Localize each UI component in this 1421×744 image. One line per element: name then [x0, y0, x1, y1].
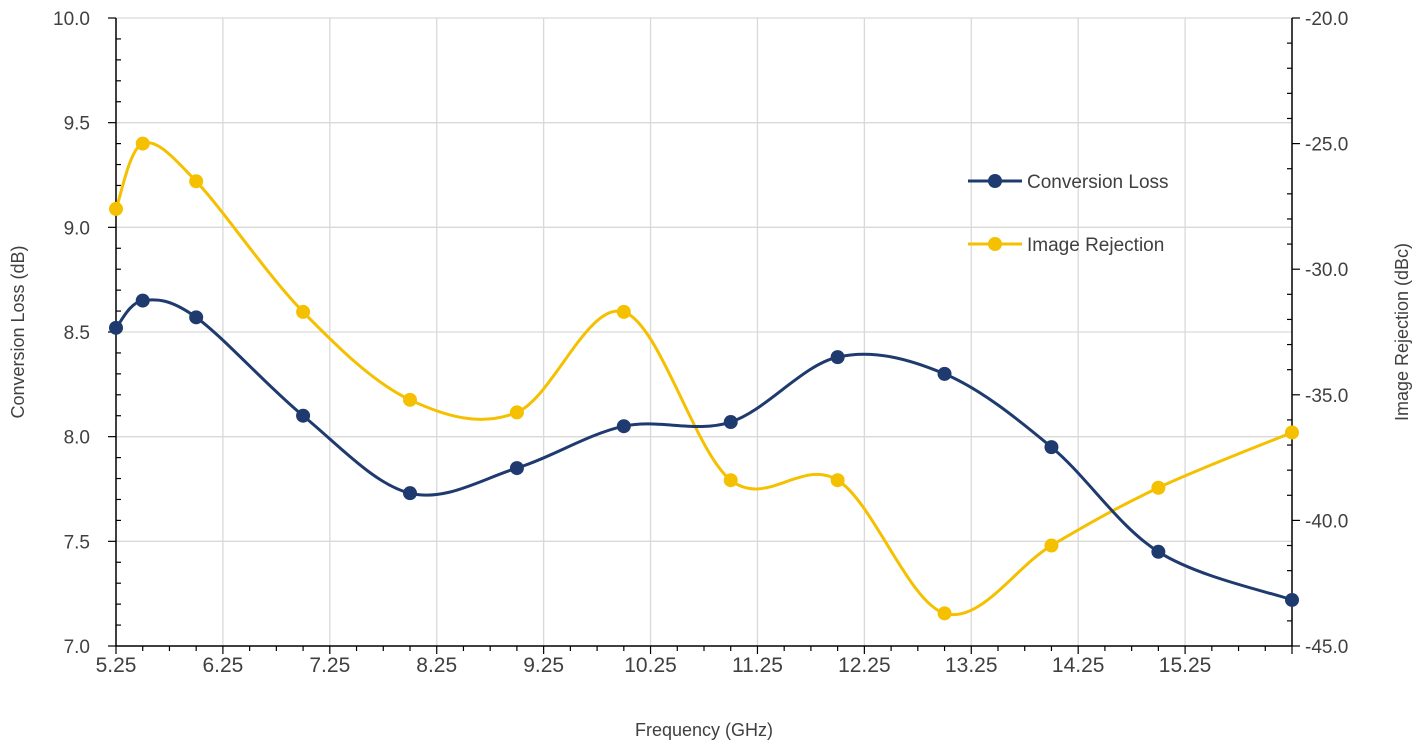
- conversion-loss-point: [616, 419, 631, 434]
- y-tick-label: 8.5: [64, 323, 90, 344]
- x-tick-label: 9.25: [523, 654, 564, 677]
- y2-tick-label: -40.0: [1305, 511, 1348, 532]
- legend-marker-conversion-loss: [988, 174, 1002, 188]
- y2-tick-label: -20.0: [1305, 9, 1348, 30]
- conversion-loss-point: [937, 366, 952, 381]
- conversion-loss-point: [109, 320, 123, 335]
- conversion-loss-point: [830, 350, 845, 365]
- image-rejection-point: [723, 473, 738, 488]
- y2-tick-label: -35.0: [1305, 386, 1348, 407]
- x-tick-label: 5.25: [96, 654, 137, 677]
- conversion-loss-point: [1151, 544, 1166, 559]
- y-tick-label: 7.0: [64, 637, 90, 658]
- y-tick-label: 8.0: [64, 428, 90, 449]
- image-rejection-point: [937, 606, 952, 621]
- x-tick-label: 7.25: [309, 654, 350, 677]
- legend-label-conversion-loss: Conversion Loss: [1027, 172, 1169, 193]
- image-rejection-point: [1044, 538, 1059, 553]
- y2-tick-label: -45.0: [1305, 637, 1348, 658]
- y2-tick-label: -30.0: [1305, 260, 1348, 281]
- conversion-loss-point: [509, 461, 524, 476]
- x-tick-label: 11.25: [732, 654, 783, 677]
- x-tick-label: 8.25: [416, 654, 457, 677]
- y-axis-ticks: 7.0 7.5 8.0 8.5 9.0 9.5 10.0: [53, 9, 121, 658]
- y2-tick-label: -25.0: [1305, 135, 1348, 156]
- image-rejection-point: [403, 392, 417, 407]
- image-rejection-point: [135, 136, 150, 151]
- image-rejection-point: [296, 304, 311, 319]
- y-axis-title: Conversion Loss (dB): [8, 245, 28, 418]
- image-rejection-point: [189, 174, 204, 189]
- image-rejection-point: [1285, 425, 1299, 440]
- conversion-loss-point: [1285, 592, 1299, 607]
- conversion-loss-point: [723, 415, 738, 430]
- x-axis-ticks: 5.25 6.25 7.25 8.25 9.25 10.25 11.25 12.25 13.25…: [96, 646, 1293, 677]
- conversion-loss-point: [135, 293, 150, 308]
- image-rejection-point: [1151, 480, 1166, 495]
- legend-label-image-rejection: Image Rejection: [1027, 235, 1164, 256]
- image-rejection-point: [109, 201, 123, 216]
- image-rejection-point: [830, 473, 845, 488]
- y-tick-label: 9.5: [64, 114, 90, 135]
- x-tick-label: 14.25: [1052, 654, 1105, 677]
- conversion-loss-point: [403, 486, 417, 501]
- series-layer: [109, 136, 1299, 621]
- conversion-loss-point: [296, 408, 311, 423]
- x-tick-label: 6.25: [202, 654, 243, 677]
- image-rejection-point: [616, 304, 631, 319]
- y2-axis-title: Image Rejection (dBc): [1392, 243, 1412, 421]
- image-rejection-point: [509, 405, 524, 420]
- x-tick-label: 15.25: [1159, 654, 1212, 677]
- conversion-loss-point: [189, 310, 204, 325]
- conversion-loss-point: [1044, 440, 1059, 455]
- x-tick-label: 13.25: [945, 654, 998, 677]
- legend-marker-image-rejection: [988, 237, 1002, 251]
- legend: Conversion Loss Image Rejection: [968, 172, 1169, 256]
- y2-axis-ticks: -45.0 -40.0 -35.0 -30.0 -25.0 -20.0: [1287, 9, 1348, 658]
- y-tick-label: 9.0: [64, 218, 90, 239]
- y-tick-label: 7.5: [64, 532, 90, 553]
- y-tick-label: 10.0: [53, 9, 90, 30]
- gridlines: [116, 17, 1292, 646]
- x-axis-title: Frequency (GHz): [635, 720, 773, 740]
- x-tick-label: 10.25: [624, 654, 677, 677]
- x-tick-label: 12.25: [838, 654, 891, 677]
- image-rejection-line: [114, 141, 1293, 617]
- conversion-loss-line: [114, 298, 1293, 602]
